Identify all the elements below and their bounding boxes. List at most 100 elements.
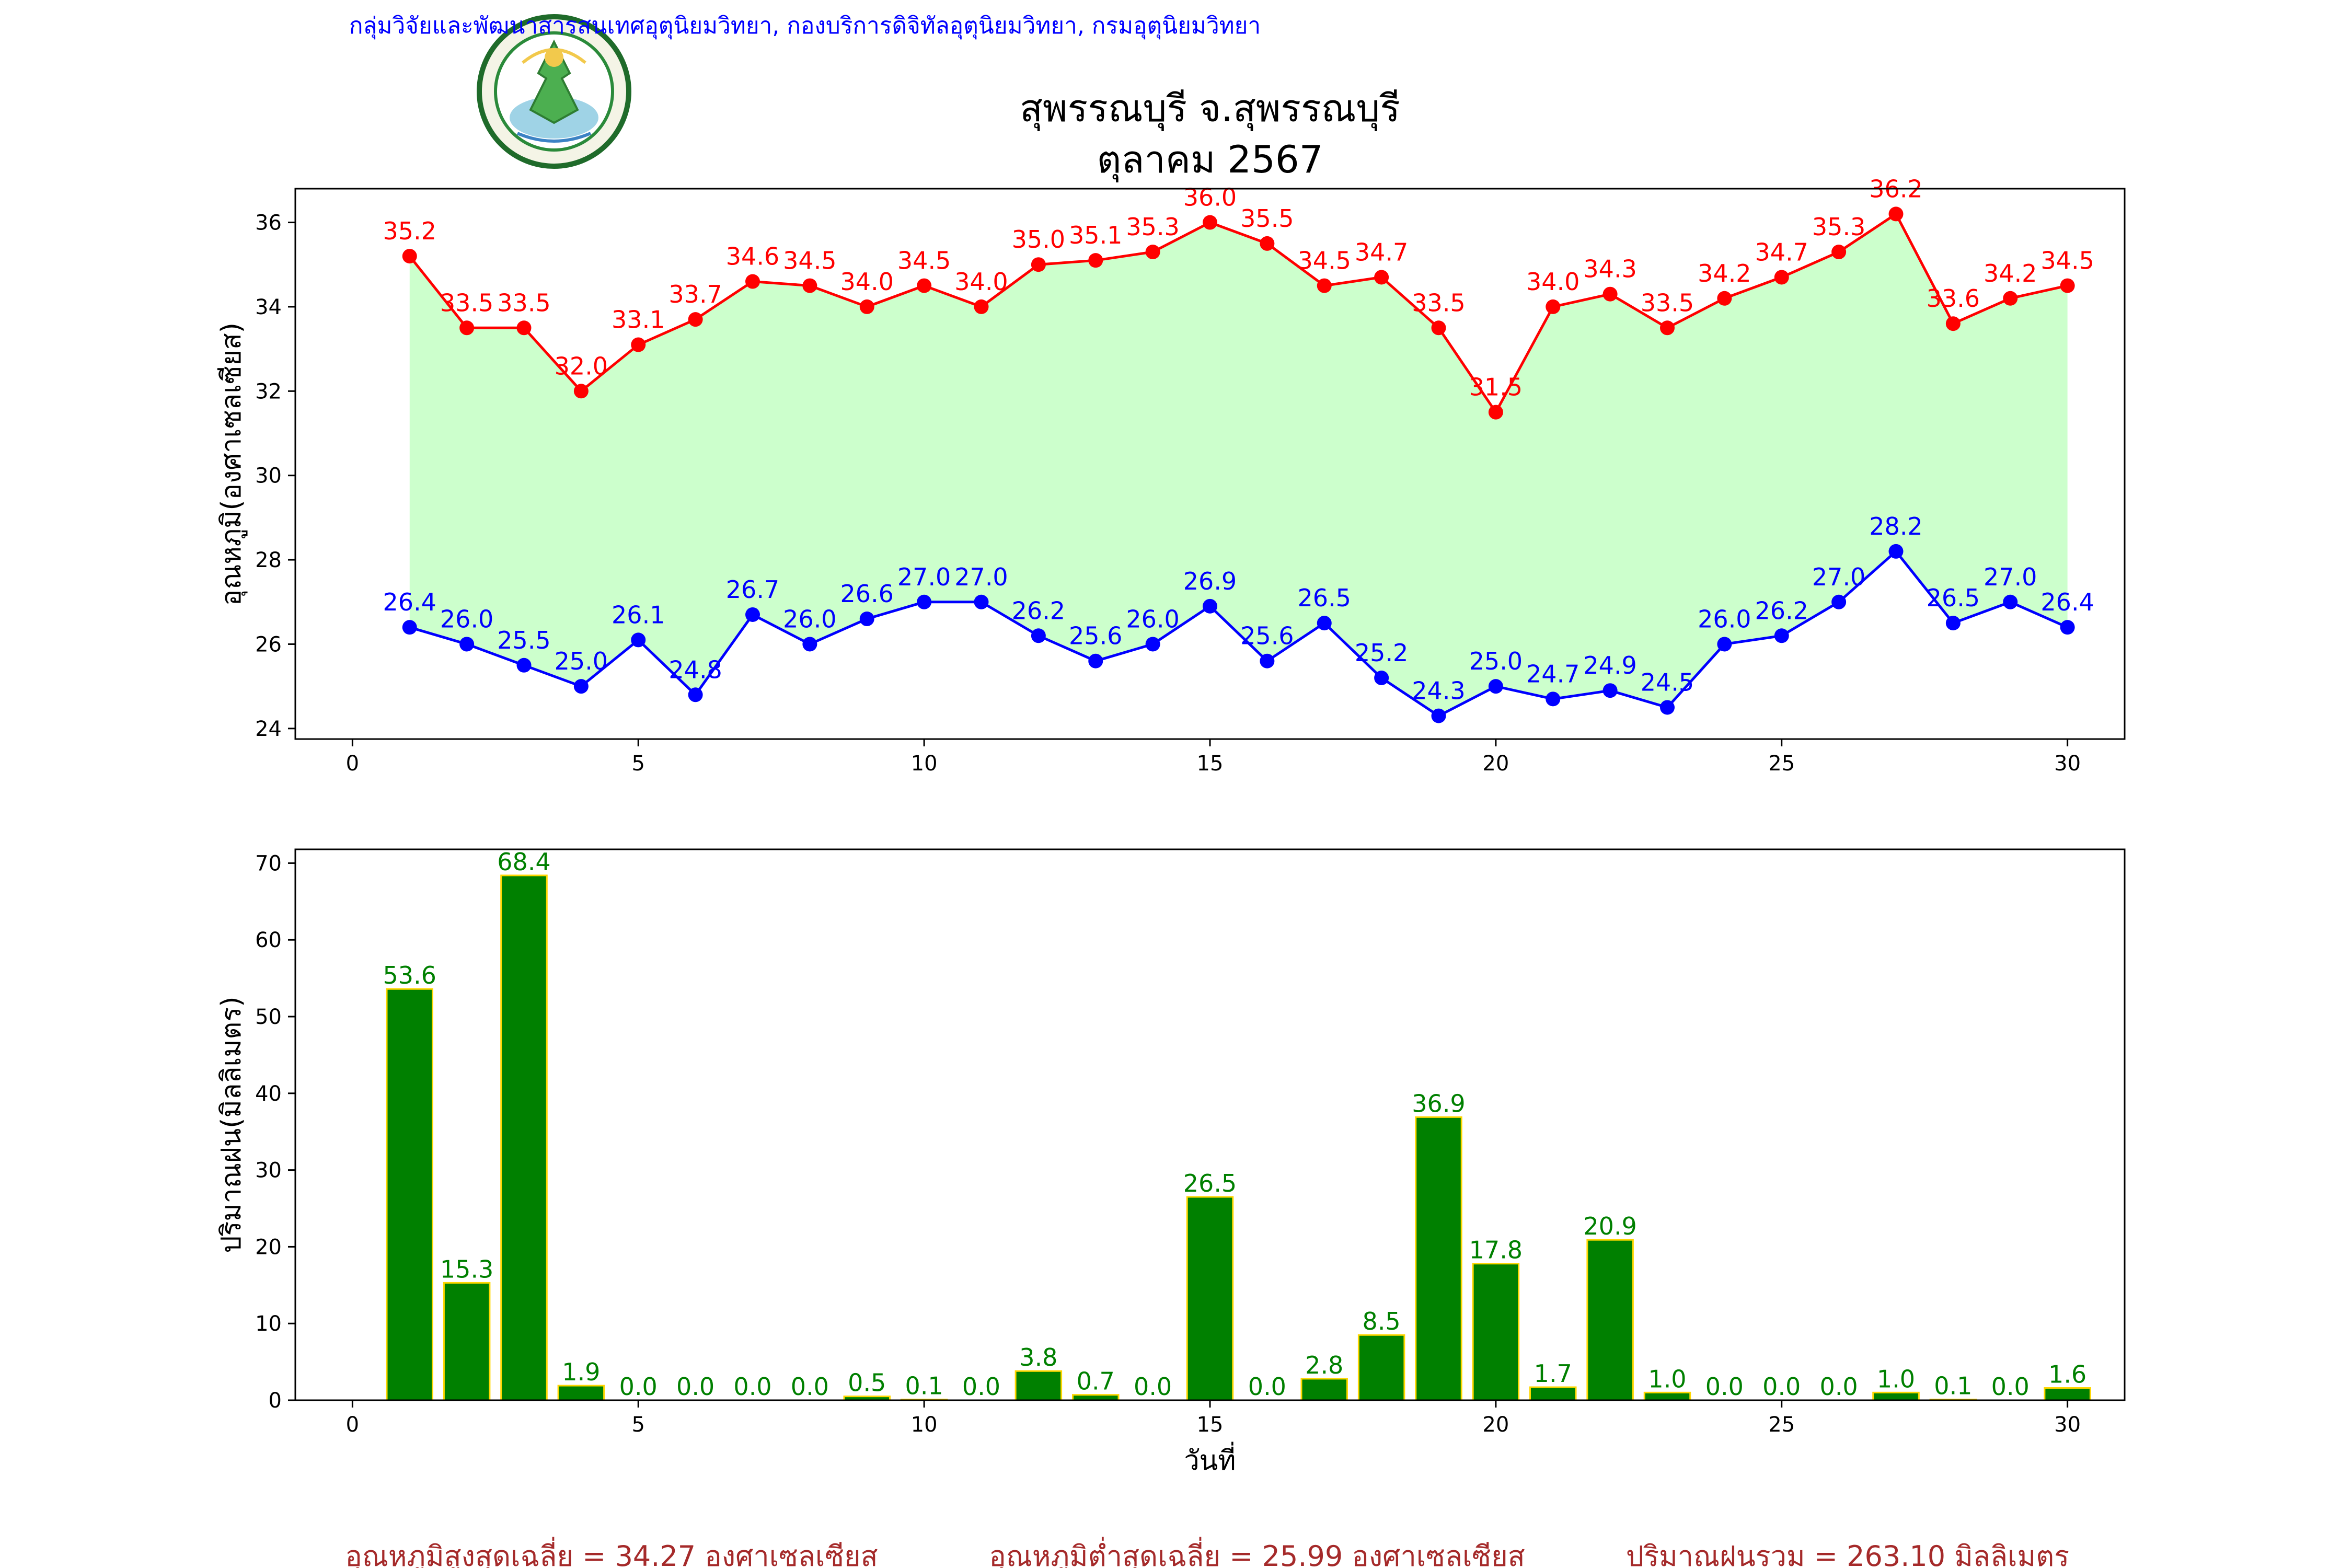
min-temp-point bbox=[1945, 616, 1961, 631]
rainfall-label: 0.0 bbox=[1705, 1373, 1744, 1401]
rainfall-bar bbox=[1014, 1370, 1063, 1401]
x-tick-label: 15 bbox=[1197, 752, 1224, 776]
min-temp-label: 26.0 bbox=[783, 605, 836, 633]
max-temp-point bbox=[1031, 257, 1046, 272]
max-temp-point bbox=[573, 384, 589, 399]
y-tick-label: 30 bbox=[255, 464, 282, 488]
min-temp-label: 25.2 bbox=[1355, 639, 1408, 667]
min-temp-label: 25.0 bbox=[555, 647, 608, 675]
rainfall-label: 0.0 bbox=[676, 1373, 714, 1401]
y-tick-label: 70 bbox=[255, 851, 282, 875]
max-temp-line bbox=[408, 212, 2068, 415]
rainfall-bar bbox=[1072, 1394, 1120, 1401]
max-temp-label: 34.7 bbox=[1755, 238, 1808, 266]
y-tick-label: 20 bbox=[255, 1235, 282, 1259]
max-temp-point bbox=[1260, 236, 1275, 251]
x-tick-label: 20 bbox=[1482, 1413, 1509, 1437]
max-temp-label: 35.1 bbox=[1069, 221, 1122, 249]
max-temp-label: 35.5 bbox=[1240, 204, 1294, 233]
station-title: สุพรรณบุรี จ.สุพรรณบุรี bbox=[1020, 86, 1400, 131]
max-temp-label: 34.5 bbox=[1298, 247, 1351, 275]
max-temp-label: 34.5 bbox=[783, 247, 836, 275]
rainfall-label: 26.5 bbox=[1183, 1169, 1237, 1197]
y-tick-label: 30 bbox=[255, 1159, 282, 1183]
rainfall-label: 53.6 bbox=[383, 961, 436, 989]
max-temp-point bbox=[1888, 206, 1904, 222]
max-temp-point bbox=[1546, 299, 1561, 314]
rainfall-label: 2.8 bbox=[1305, 1351, 1343, 1379]
x-tick-label: 0 bbox=[346, 1413, 359, 1437]
rainfall-x-axis-label: วันที่ bbox=[1184, 1442, 1236, 1477]
max-temp-point bbox=[1488, 405, 1503, 420]
min-temp-label: 24.3 bbox=[1412, 677, 1465, 705]
min-temp-label: 24.5 bbox=[1641, 668, 1694, 696]
min-temp-point bbox=[1602, 683, 1618, 698]
x-tick-label: 15 bbox=[1197, 1413, 1224, 1437]
min-temp-point bbox=[1774, 628, 1789, 643]
x-tick-label: 5 bbox=[632, 1413, 645, 1437]
y-tick-label: 24 bbox=[255, 717, 282, 741]
min-temp-point bbox=[631, 632, 646, 648]
max-temp-label: 32.0 bbox=[555, 352, 608, 380]
x-tick-label: 20 bbox=[1482, 752, 1509, 776]
max-temp-points bbox=[402, 206, 2075, 420]
min-temp-point bbox=[1431, 708, 1446, 723]
rainfall-label: 0.0 bbox=[1991, 1373, 2030, 1401]
temperature-x-ticks: 0 5 10 15 20 25 30 bbox=[346, 739, 2081, 776]
rainfall-label: 0.0 bbox=[733, 1373, 771, 1401]
max-temp-point bbox=[1431, 320, 1446, 336]
max-temp-point bbox=[802, 278, 817, 293]
y-tick-label: 40 bbox=[255, 1082, 282, 1106]
rainfall-label: 1.7 bbox=[1534, 1359, 1572, 1388]
min-temp-point bbox=[1546, 691, 1561, 707]
rainfall-label: 0.1 bbox=[1934, 1372, 1972, 1400]
max-temp-label: 33.6 bbox=[1927, 284, 1980, 313]
min-temp-point bbox=[1831, 594, 1847, 609]
max-temp-label: 34.2 bbox=[1698, 259, 1751, 287]
min-temp-point bbox=[917, 594, 932, 609]
min-temp-point bbox=[1145, 637, 1160, 652]
rainfall-label: 20.9 bbox=[1583, 1212, 1636, 1240]
y-tick-label: 36 bbox=[255, 211, 282, 235]
max-temp-label: 35.3 bbox=[1126, 213, 1179, 241]
min-temp-point bbox=[974, 594, 989, 609]
rainfall-label: 0.0 bbox=[619, 1373, 658, 1401]
min-temp-point bbox=[1374, 671, 1389, 685]
max-temp-label: 34.7 bbox=[1355, 238, 1408, 266]
rainfall-label: 0.0 bbox=[1248, 1373, 1286, 1401]
rainfall-y-axis-label: ปริมาณฝน(มิลลิเมตร) bbox=[216, 996, 247, 1253]
min-temp-point bbox=[1717, 637, 1732, 652]
total-rain-summary: ปริมาณฝนรวม = 263.10 มิลลิเมตร bbox=[1626, 1540, 2069, 1568]
min-temp-label: 24.9 bbox=[1583, 651, 1636, 679]
max-temp-point bbox=[402, 249, 417, 264]
min-temp-label: 26.9 bbox=[1183, 567, 1237, 595]
max-temp-label: 35.3 bbox=[1812, 213, 1865, 241]
meteorological-department-logo bbox=[477, 14, 631, 169]
x-tick-label: 10 bbox=[911, 752, 938, 776]
rainfall-labels: 53.6 15.3 68.4 1.9 0.0 0.0 0.0 0.0 0.5 0.1 0.0 3.8 0… bbox=[383, 848, 2087, 1401]
min-temp-label: 27.0 bbox=[897, 563, 951, 591]
rainfall-label: 1.9 bbox=[562, 1358, 600, 1386]
max-temp-point bbox=[1660, 320, 1675, 336]
min-temp-label: 26.2 bbox=[1012, 596, 1065, 625]
min-temp-label: 26.6 bbox=[840, 580, 894, 608]
min-temp-label: 25.6 bbox=[1240, 622, 1294, 650]
y-tick-label: 34 bbox=[255, 295, 282, 319]
min-temp-label: 24.7 bbox=[1526, 660, 1579, 688]
min-temp-point bbox=[402, 620, 417, 635]
rainfall-label: 36.9 bbox=[1412, 1089, 1465, 1117]
min-temp-point bbox=[745, 607, 760, 622]
temperature-range-fill bbox=[409, 214, 2068, 716]
max-temp-point bbox=[1088, 253, 1103, 268]
y-tick-label: 10 bbox=[255, 1312, 282, 1336]
rainfall-bar bbox=[1415, 1116, 1462, 1401]
min-temp-point bbox=[1088, 653, 1103, 668]
rainfall-bar bbox=[1586, 1239, 1634, 1401]
max-temp-label: 34.0 bbox=[1526, 268, 1579, 296]
rainfall-bar bbox=[557, 1385, 605, 1401]
rainfall-bar bbox=[1872, 1391, 1920, 1401]
month-title: ตุลาคม 2567 bbox=[1097, 137, 1323, 182]
max-temp-label: 33.5 bbox=[440, 289, 493, 317]
min-temp-point bbox=[459, 637, 475, 652]
rainfall-label: 1.0 bbox=[1648, 1365, 1686, 1393]
